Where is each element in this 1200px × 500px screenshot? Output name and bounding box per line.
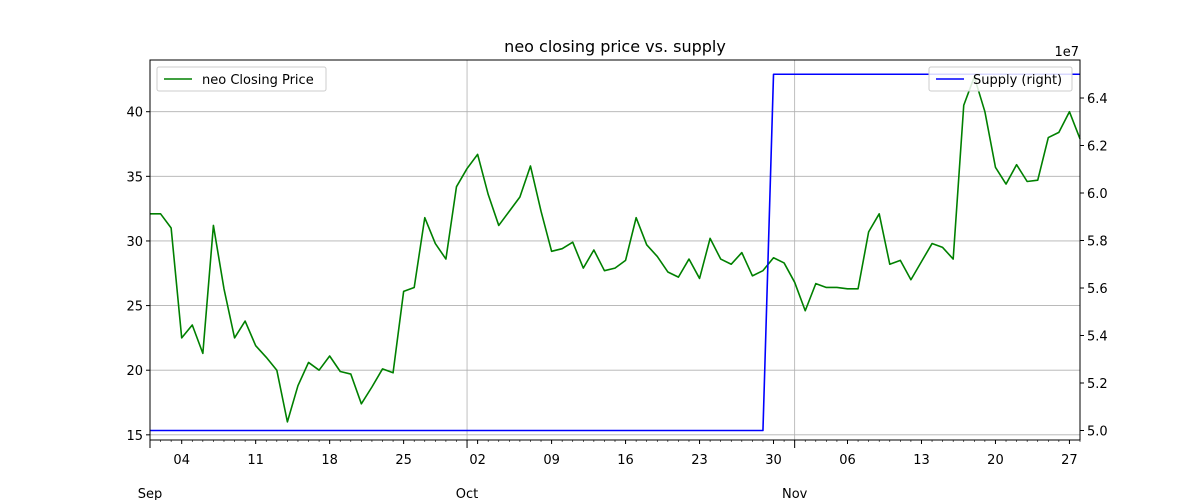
x-minor-tick-label: 09 [543, 453, 560, 468]
axis-ticks: 15 20 25 30 35 40 5.0 5.2 5.4 5.6 5.8 6.0 6.2 6.4 04 11… [126, 92, 1107, 500]
right-axis-offset-label: 1e7 [1054, 45, 1079, 60]
y-right-tick-label: 5.4 [1087, 330, 1108, 345]
y-left-tick-label: 20 [126, 364, 143, 379]
y-left-tick-label: 40 [126, 106, 143, 121]
x-minor-tick-label: 25 [395, 453, 412, 468]
x-major-tick-label: Nov [782, 487, 808, 500]
x-minor-tick-label: 11 [247, 453, 264, 468]
y-right-tick-label: 5.2 [1087, 377, 1108, 392]
y-left-tick-label: 30 [126, 235, 143, 250]
y-right-tick-label: 6.4 [1087, 92, 1108, 107]
legend-price-box [156, 66, 327, 92]
x-minor-tick-label: 16 [617, 453, 634, 468]
y-left-tick-label: 35 [126, 170, 143, 185]
y-left-tick-label: 15 [126, 429, 143, 444]
price-line [150, 76, 1081, 423]
y-left-tick-label: 25 [126, 300, 143, 315]
x-minor-tick-label: 04 [173, 453, 190, 468]
x-minor-tick-label: 20 [987, 453, 1004, 468]
series-lines [150, 73, 1081, 432]
grid-lines [150, 60, 1080, 440]
y-right-tick-label: 5.0 [1087, 425, 1108, 440]
legend-supply-label: Supply (right) [973, 73, 1062, 88]
x-minor-tick-label: 23 [691, 453, 708, 468]
legend-supply: Supply (right) [928, 66, 1073, 92]
x-major-tick-label: Sep [138, 487, 163, 500]
y-right-tick-label: 5.8 [1087, 235, 1108, 250]
legend-supply-box [928, 66, 1073, 92]
legend-price: neo Closing Price [156, 66, 327, 92]
x-minor-tick-label: 13 [913, 453, 930, 468]
axes-frame [149, 59, 1081, 441]
y-right-tick-label: 6.2 [1087, 140, 1108, 155]
x-minor-tick-label: 06 [839, 453, 856, 468]
x-minor-tick-label: 30 [765, 453, 782, 468]
y-right-tick-label: 6.0 [1087, 187, 1108, 202]
chart-title: neo closing price vs. supply [504, 37, 726, 56]
x-minor-tick-label: 02 [469, 453, 486, 468]
x-minor-tick-label: 18 [321, 453, 338, 468]
x-major-tick-label: Oct [456, 487, 478, 500]
x-minor-tick-label: 27 [1061, 453, 1078, 468]
supply-line [150, 73, 1080, 432]
legend-price-label: neo Closing Price [202, 73, 314, 88]
y-right-tick-label: 5.6 [1087, 282, 1108, 297]
